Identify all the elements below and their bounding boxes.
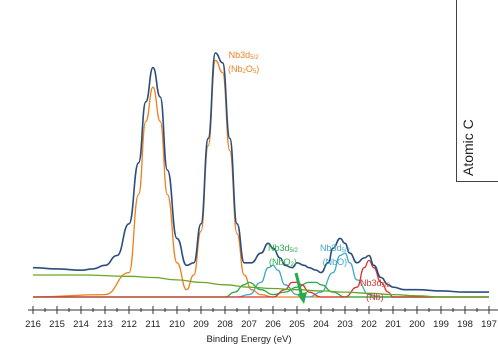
annotation-nb2o5: Nb3d5/2 (Nb2O5)	[228, 50, 259, 78]
x-tick-label: 198	[457, 319, 473, 330]
x-tick-label: 207	[241, 319, 257, 330]
component-curve-0	[32, 59, 489, 298]
x-tick-label: 199	[433, 319, 449, 330]
inset-label-container: Atomic C	[458, 2, 480, 178]
x-tick-label: 206	[265, 319, 281, 330]
x-tick-label: 216	[25, 319, 41, 330]
measured-curve-5	[32, 52, 489, 293]
nbo2-arrow	[294, 272, 304, 298]
x-tick-label: 214	[73, 319, 89, 330]
annotation-nbo2: Nb3d5/2 (NbO2)	[268, 243, 298, 271]
annotation-species: (NbO2)	[269, 257, 297, 268]
component-curve-2	[33, 281, 489, 298]
nbo2-arrow-head	[297, 292, 307, 304]
chart-curves	[32, 52, 489, 298]
component-curve-1	[33, 252, 489, 298]
x-tick-label: 213	[97, 319, 113, 330]
x-tick-label: 204	[313, 319, 329, 330]
x-tick-label: 209	[193, 319, 209, 330]
annotation-title: Nb3d5/2	[228, 50, 259, 61]
x-tick-label: 197	[481, 319, 497, 330]
annotation-species: (Nb2O5)	[228, 64, 260, 75]
annotation-title: Nb3d5/2	[360, 278, 390, 289]
annotation-nb: Nb3d5/2 (Nb)	[360, 278, 390, 303]
annotation-species: (NbO)	[322, 257, 348, 267]
annotation-nbo: Nb3d5/2 (NbO)	[320, 243, 350, 268]
annotation-species: (Nb)	[366, 292, 384, 302]
x-axis-label: Binding Energy (eV)	[206, 334, 292, 345]
x-tick-label: 211	[145, 319, 160, 330]
background-curve-4	[32, 274, 489, 298]
x-axis: 216 215 214 213 212 211 210 209 208 207 206 205 204 2…	[25, 306, 498, 330]
x-tick-label: 212	[121, 319, 137, 330]
inset-label: Atomic C	[460, 119, 476, 176]
x-tick-label: 203	[337, 319, 353, 330]
x-tick-label: 201	[385, 319, 401, 330]
x-tick-label: 210	[169, 319, 185, 330]
annotation-title: Nb3d5/2	[268, 243, 298, 254]
x-tick-label: 200	[409, 319, 425, 330]
x-tick-label: 208	[217, 319, 233, 330]
annotation-title: Nb3d5/2	[320, 243, 350, 254]
inset-panel	[456, 0, 498, 182]
x-tick-label: 215	[49, 319, 65, 330]
x-tick-label: 202	[361, 319, 377, 330]
x-tick-label: 205	[289, 319, 305, 330]
